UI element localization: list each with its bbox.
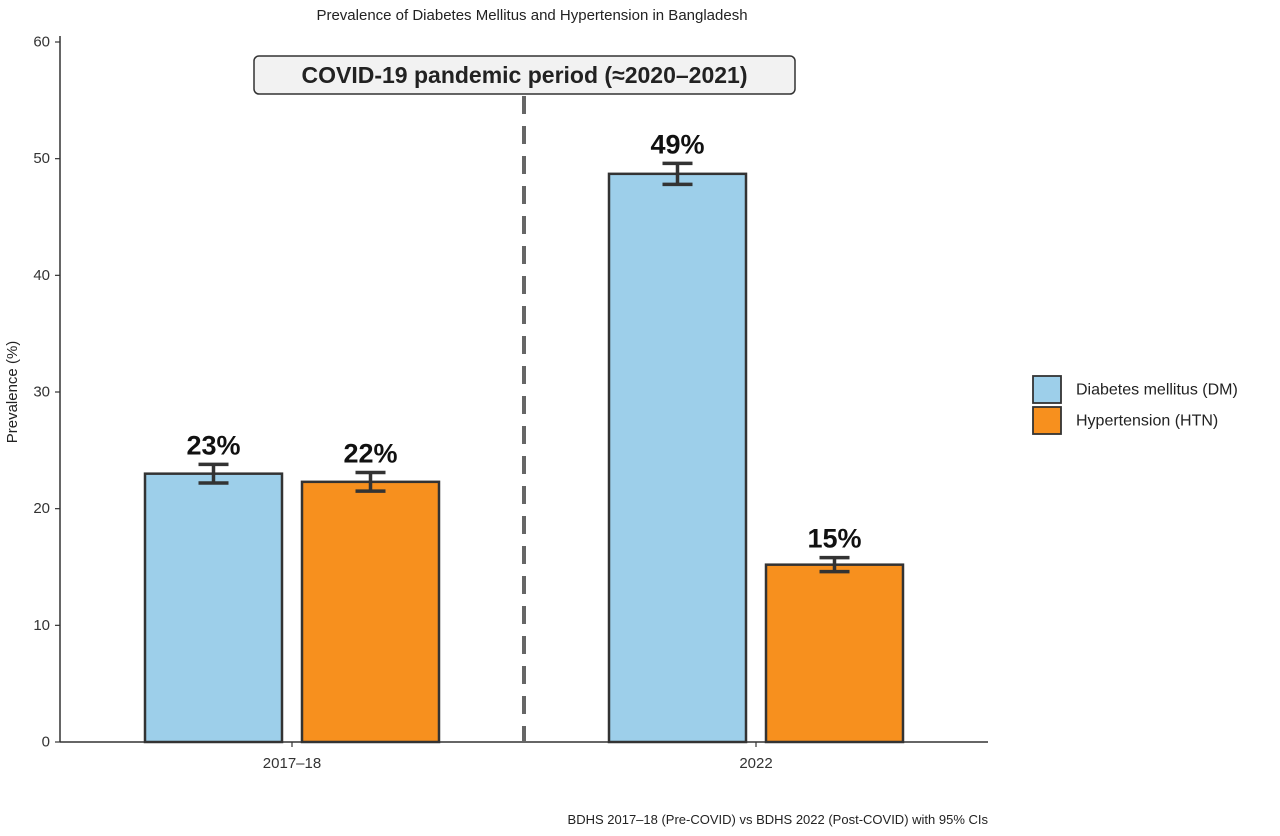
legend-label: Hypertension (HTN) — [1076, 413, 1218, 430]
legend: Diabetes mellitus (DM) Hypertension (HTN) — [1032, 375, 1238, 435]
data-label: 49% — [650, 129, 704, 159]
bar — [300, 480, 441, 744]
x-tick-label: 2022 — [739, 755, 772, 772]
x-axis-ticks: 2017–18 2022 — [263, 742, 773, 772]
x-tick-label: 2017–18 — [263, 755, 321, 772]
data-label: 23% — [186, 430, 240, 460]
bars — [143, 172, 905, 744]
error-bars — [198, 161, 850, 574]
y-axis-ticks: 0 10 20 30 40 50 60 — [33, 34, 60, 751]
bar — [607, 172, 748, 744]
bar-labels: 23% 22% 49% 15% — [186, 129, 861, 553]
y-tick-label: 40 — [33, 267, 50, 284]
y-tick-label: 0 — [42, 734, 50, 751]
bar — [764, 563, 905, 744]
y-tick-label: 30 — [33, 384, 50, 401]
y-tick-label: 60 — [33, 34, 50, 51]
y-tick-label: 20 — [33, 500, 50, 517]
y-axis-title: Prevalence (%) — [4, 341, 21, 444]
annotation-box — [253, 55, 796, 95]
y-tick-label: 10 — [33, 617, 50, 634]
pandemic-annotation: COVID-19 pandemic period (≈2020–2021) — [253, 55, 796, 742]
data-label: 22% — [343, 439, 397, 469]
data-label: 15% — [807, 524, 861, 554]
y-tick-label: 50 — [33, 150, 50, 167]
bar — [143, 472, 284, 744]
chart-title: Prevalence of Diabetes Mellitus and Hype… — [316, 7, 747, 24]
chart-caption: BDHS 2017–18 (Pre-COVID) vs BDHS 2022 (P… — [568, 812, 989, 827]
annotation-text: COVID-19 pandemic period (≈2020–2021) — [302, 62, 748, 88]
legend-swatch — [1032, 375, 1062, 404]
legend-swatch — [1032, 406, 1062, 435]
legend-label: Diabetes mellitus (DM) — [1076, 382, 1238, 399]
